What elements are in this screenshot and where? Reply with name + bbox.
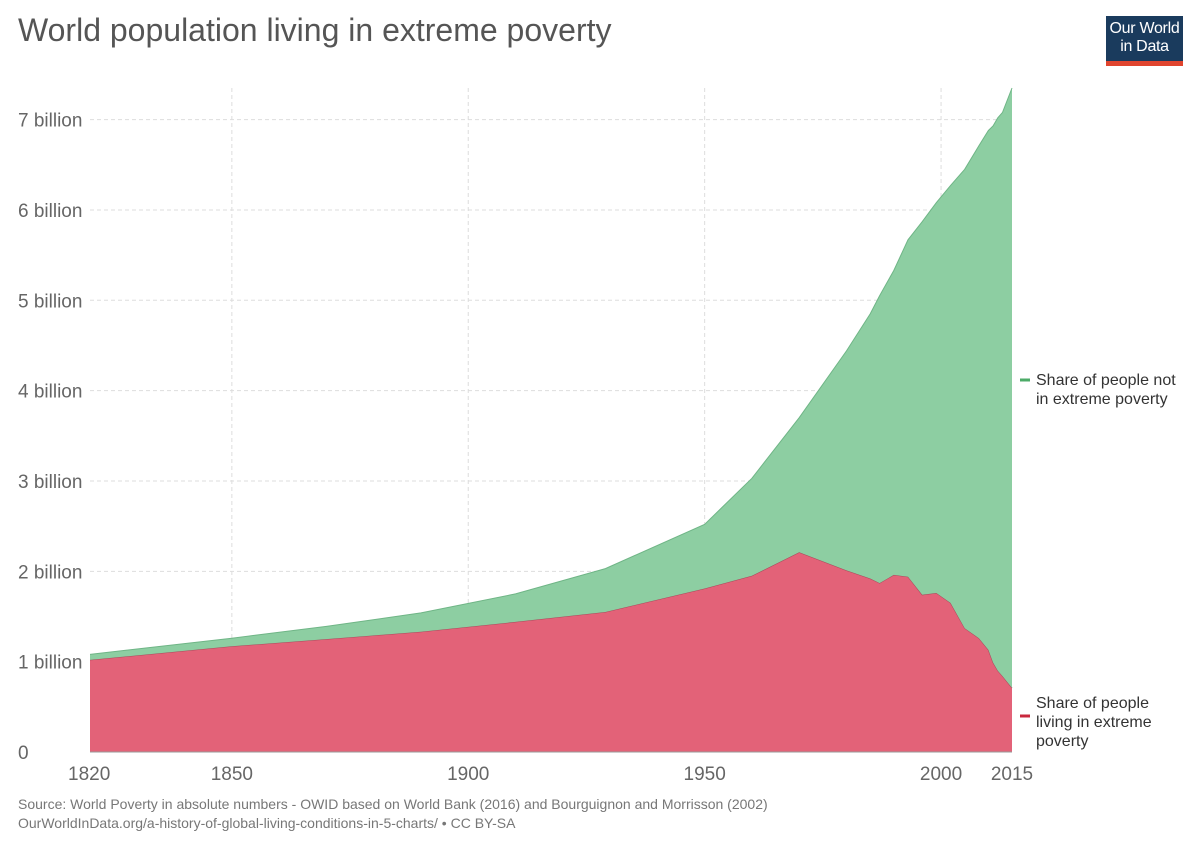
area-not-in-poverty — [90, 88, 1012, 688]
source-link[interactable]: OurWorldInData.org/a-history-of-global-l… — [18, 815, 516, 831]
x-tick-label: 1900 — [447, 764, 489, 785]
source-note: Source: World Poverty in absolute number… — [18, 796, 768, 812]
area-in-poverty — [90, 552, 1012, 752]
y-tick-label: 0 — [18, 743, 29, 764]
chart-title: World population living in extreme pover… — [18, 12, 612, 48]
legend: Share of people not in extreme poverty Sha… — [1020, 372, 1176, 750]
y-tick-label: 1 billion — [18, 653, 82, 674]
y-tick-label: 5 billion — [18, 291, 82, 312]
legend-in-poverty-label: Share of people living in extreme poverty — [1036, 695, 1152, 750]
y-tick-label: 6 billion — [18, 201, 82, 222]
y-tick-label: 7 billion — [18, 111, 82, 132]
x-tick-label: 1950 — [684, 764, 726, 785]
logo-accent-bar — [1106, 61, 1183, 66]
x-tick-label: 2000 — [920, 764, 962, 785]
area-series — [89, 87, 1013, 752]
x-tick-label: 1820 — [68, 764, 110, 785]
y-tick-label: 4 billion — [18, 382, 82, 403]
legend-not-in-poverty-label: Share of people not in extreme poverty — [1036, 372, 1176, 408]
owid-logo[interactable]: Our World in Data — [1106, 16, 1183, 66]
x-tick-label: 1850 — [211, 764, 253, 785]
y-tick-label: 3 billion — [18, 472, 82, 493]
axis-labels: 0 1 billion 2 billion 3 billion 4 billion 5 b… — [18, 111, 1033, 785]
y-tick-label: 2 billion — [18, 562, 82, 583]
chart-footer: Source: World Poverty in absolute number… — [18, 795, 768, 833]
area-edge-line — [89, 87, 1013, 655]
logo-line-1: Our World — [1109, 20, 1180, 37]
x-tick-label: 2015 — [991, 764, 1033, 785]
logo-line-2: in Data — [1120, 38, 1169, 55]
